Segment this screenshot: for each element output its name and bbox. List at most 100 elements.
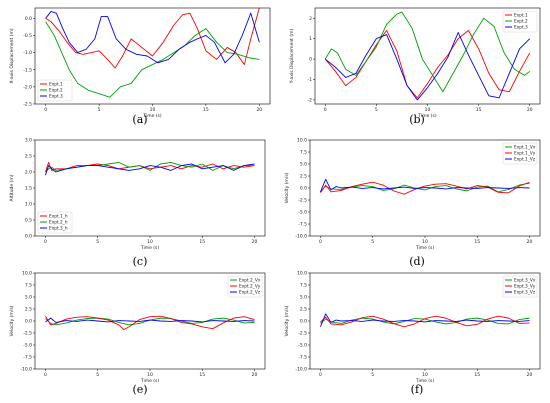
y-tick-label: 0.0 (25, 16, 32, 22)
panel-a: 0 5 10 15 20 -2.5 -2.0 -1.5 -1.0 -0.5 0.0 Time (s) X… (9, 7, 271, 126)
y-tick-label: -5.0 (298, 210, 307, 216)
legend-label: Expt.3_Vy (514, 284, 536, 290)
y-tick-label: 0.0 (25, 234, 32, 240)
y-tick-label: 0 (309, 57, 312, 63)
y-tick-label: 1.0 (25, 202, 32, 208)
y-tick-label: -2.5 (23, 331, 32, 337)
legend-label: Expt.3 (49, 94, 63, 100)
x-axis-label: Time (s) (142, 113, 162, 119)
x-tick-label: 5 (371, 372, 374, 378)
x-tick-label: 10 (147, 372, 153, 378)
legend-label: Expt.3_h (49, 226, 68, 232)
x-tick-label: 20 (252, 239, 258, 245)
y-tick-label: -10.0 (295, 367, 307, 373)
y-tick-label: 7.5 (300, 150, 307, 156)
y-tick-label: -2.5 (23, 102, 32, 108)
y-tick-label: 7.5 (25, 283, 32, 289)
y-axis-label: Y-axis Displacement (m) (289, 28, 295, 84)
x-tick-label: 20 (256, 107, 262, 113)
x-tick-label: 5 (96, 372, 99, 378)
x-tick-label: 20 (527, 239, 533, 245)
x-tick-label: 15 (474, 239, 480, 245)
x-tick-label: 10 (422, 372, 428, 378)
y-axis-label: Velocity (m/s) (284, 305, 290, 336)
legend-label: Expt.1_Vy (514, 151, 536, 157)
x-axis-label: Time (s) (140, 245, 160, 251)
y-tick-label: -1.0 (23, 50, 32, 56)
legend-label: Expt.3_Vz (514, 290, 536, 296)
series-line-a-1 (45, 21, 260, 98)
y-tick-label: 7.5 (300, 283, 307, 289)
y-tick-label: -1.5 (23, 67, 32, 73)
y-tick-label: 5.0 (25, 295, 32, 301)
series-line-b-1 (324, 11, 531, 93)
x-axis-label: Time (s) (415, 378, 435, 384)
panel-label-a: (a) (132, 113, 147, 126)
x-tick-label: 10 (425, 107, 431, 113)
y-tick-label: 2.0 (25, 170, 32, 176)
y-tick-label: 2.5 (300, 307, 307, 313)
series-line-d-2 (320, 178, 530, 193)
y-tick-label: -1 (308, 77, 313, 83)
x-tick-label: 15 (203, 107, 209, 113)
y-axis-label: Velocity (m/s) (284, 172, 290, 203)
y-tick-label: 10.0 (297, 138, 307, 144)
legend-label: Expt.3 (514, 25, 528, 31)
y-tick-label: -10.0 (20, 367, 32, 373)
legend-label: Expt.1_Vx (514, 145, 536, 151)
legend-label: Expt.1 (514, 13, 528, 19)
x-tick-label: 20 (252, 372, 258, 378)
panel-label-c: (c) (133, 255, 148, 268)
panel-b: 0 5 10 15 20 -2 -1 0 1 2 Time (s) Y-axis Displaceme… (289, 7, 541, 126)
series-line-e-2 (45, 317, 255, 323)
y-tick-label: -2.5 (298, 331, 307, 337)
y-tick-label: 10.0 (22, 271, 32, 277)
x-tick-label: 10 (150, 107, 156, 113)
x-tick-label: 5 (98, 107, 101, 113)
legend-label: Expt.2_Vx (239, 278, 261, 284)
y-tick-label: 2.5 (300, 174, 307, 180)
series-line-a-0 (45, 7, 260, 69)
x-tick-label: 5 (371, 239, 374, 245)
y-tick-label: 5.0 (300, 295, 307, 301)
x-axis-label: Time (s) (415, 245, 435, 251)
legend-label: Expt.1_Vz (514, 157, 536, 163)
panel-label-e: (e) (132, 383, 147, 396)
y-tick-label: 1 (309, 36, 312, 42)
x-tick-label: 10 (147, 239, 153, 245)
panel-d: 0 5 10 15 20 -10.0 -7.5 -5.0 -2.5 0.0 2.5 5.0 7.5 10.… (284, 138, 541, 268)
legend-label: Expt.2 (514, 19, 528, 25)
x-axis-label: Time (s) (417, 113, 437, 119)
series-line-e-0 (45, 317, 255, 326)
y-tick-label: -2.5 (298, 198, 307, 204)
x-tick-label: 5 (375, 107, 378, 113)
y-tick-label: 10.0 (297, 271, 307, 277)
y-tick-label: 5.0 (300, 162, 307, 168)
y-tick-label: -10.0 (295, 234, 307, 240)
x-axis-label: Time (s) (140, 378, 160, 384)
y-tick-label: 1.5 (25, 186, 32, 192)
x-tick-label: 15 (199, 239, 205, 245)
x-tick-label: 15 (199, 372, 205, 378)
y-tick-label: 2.5 (25, 307, 32, 313)
y-tick-label: 2.5 (25, 154, 32, 160)
x-tick-label: 0 (324, 107, 327, 113)
legend-label: Expt.2_h (49, 220, 68, 226)
x-tick-label: 0 (44, 239, 47, 245)
legend-label: Expt.3_Vx (514, 278, 536, 284)
legend-label: Expt.1_h (49, 214, 68, 220)
panel-label-f: (f) (411, 383, 424, 396)
series-line-b-0 (324, 30, 531, 99)
panel-c: 0 5 10 15 20 0.0 0.5 1.0 1.5 2.0 2.5 3.0 Time (s) Alt… (9, 138, 266, 268)
legend-label: Expt.1 (49, 82, 63, 88)
x-tick-label: 15 (476, 107, 482, 113)
y-tick-label: -5.0 (23, 343, 32, 349)
panel-f: 0 5 10 15 20 -10.0 -7.5 -5.0 -2.5 0.0 2.5 5.0 7.5 10.… (284, 271, 541, 396)
series-line-c-2 (45, 163, 255, 176)
x-tick-label: 5 (96, 239, 99, 245)
x-tick-label: 0 (319, 372, 322, 378)
